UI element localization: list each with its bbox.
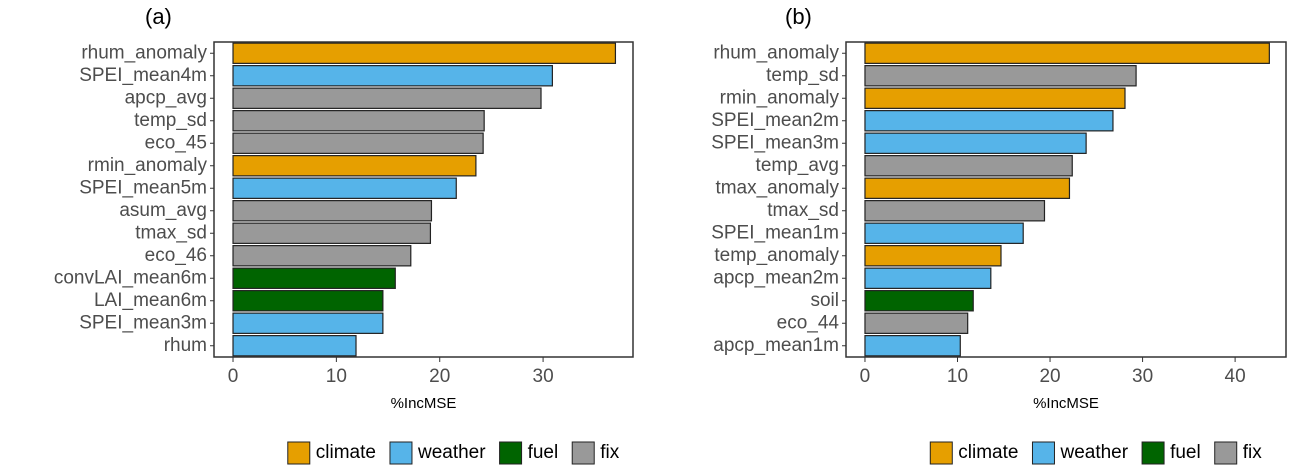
bar xyxy=(864,245,1002,267)
legend-swatch xyxy=(571,441,595,465)
bar xyxy=(864,155,1073,177)
bar xyxy=(232,65,553,87)
legend-label: climate xyxy=(958,442,1018,463)
legend-label: fix xyxy=(600,442,620,463)
legend-swatch xyxy=(929,441,953,465)
bar xyxy=(864,87,1126,109)
x-tick-label: 10 xyxy=(947,366,968,387)
y-tick-label: rmin_anomaly xyxy=(88,155,208,176)
x-tick-label: 20 xyxy=(429,366,450,387)
x-tick-label: 0 xyxy=(860,366,871,387)
panel-title: (b) xyxy=(785,4,812,29)
legend-swatch xyxy=(499,441,523,465)
legend-label: climate xyxy=(316,442,376,463)
y-tick-label: SPEI_mean4m xyxy=(79,65,207,86)
y-tick-label: temp_avg xyxy=(756,155,839,176)
x-axis-label: %IncMSE xyxy=(391,395,457,412)
bar xyxy=(864,290,974,312)
x-tick-label: 40 xyxy=(1225,366,1246,387)
y-tick-label: apcp_avg xyxy=(125,87,207,108)
legend-label: weather xyxy=(1059,442,1128,463)
legend-label: fix xyxy=(1243,442,1263,463)
bar xyxy=(232,312,384,334)
y-tick-label: tmax_sd xyxy=(767,200,839,221)
bar xyxy=(232,335,357,357)
y-tick-label: eco_46 xyxy=(145,245,207,266)
legend-label: weather xyxy=(417,442,486,463)
bar xyxy=(232,110,485,132)
y-tick-label: soil xyxy=(810,290,839,311)
y-tick-label: rhum_anomaly xyxy=(81,42,207,63)
panel-title: (a) xyxy=(145,4,172,29)
panel-border xyxy=(845,41,1287,358)
bar xyxy=(864,222,1024,244)
bar xyxy=(232,155,477,177)
panel-border xyxy=(213,41,634,358)
y-tick-label: apcp_mean1m xyxy=(713,335,839,356)
y-tick-label: tmax_sd xyxy=(135,222,207,243)
x-tick-label: 10 xyxy=(326,366,347,387)
bar xyxy=(232,132,484,154)
y-tick-label: eco_44 xyxy=(777,312,840,333)
bar xyxy=(864,200,1046,222)
y-tick-label: eco_45 xyxy=(145,132,207,153)
legend-label: fuel xyxy=(1170,442,1201,463)
y-tick-label: SPEI_mean3m xyxy=(79,312,207,333)
y-tick-label: LAI_mean6m xyxy=(94,290,207,311)
bar xyxy=(864,42,1270,64)
y-tick-label: SPEI_mean2m xyxy=(711,110,839,131)
legend-swatch xyxy=(1141,441,1165,465)
y-tick-label: temp_sd xyxy=(766,65,839,86)
y-tick-label: rhum xyxy=(164,335,207,356)
bar xyxy=(232,42,617,64)
y-tick-label: apcp_mean2m xyxy=(713,267,839,288)
y-tick-label: SPEI_mean1m xyxy=(711,222,839,243)
x-tick-label: 30 xyxy=(1132,366,1153,387)
bar xyxy=(232,222,432,244)
y-tick-label: asum_avg xyxy=(119,200,207,221)
bar xyxy=(864,132,1087,154)
bar xyxy=(232,245,412,267)
y-tick-label: rhum_anomaly xyxy=(713,42,839,63)
bar xyxy=(864,335,961,357)
bar xyxy=(864,65,1137,87)
y-tick-label: convLAI_mean6m xyxy=(54,267,207,288)
legend-swatch xyxy=(1031,441,1055,465)
x-tick-label: 30 xyxy=(533,366,554,387)
legend-swatch xyxy=(389,441,413,465)
y-tick-label: SPEI_mean3m xyxy=(711,132,839,153)
y-tick-label: tmax_anomaly xyxy=(715,177,839,198)
bar xyxy=(232,200,433,222)
y-tick-label: rmin_anomaly xyxy=(720,87,840,108)
legend-swatch xyxy=(1214,441,1238,465)
y-tick-label: SPEI_mean5m xyxy=(79,177,207,198)
bar xyxy=(864,177,1071,199)
y-tick-label: temp_sd xyxy=(134,110,207,131)
bar xyxy=(864,110,1114,132)
bar xyxy=(864,312,969,334)
bar xyxy=(232,177,457,199)
x-tick-label: 0 xyxy=(228,366,239,387)
legend-swatch xyxy=(287,441,311,465)
y-tick-label: temp_anomaly xyxy=(714,245,839,266)
bar xyxy=(232,87,542,109)
bar xyxy=(864,267,992,289)
bar xyxy=(232,290,384,312)
bar xyxy=(232,267,396,289)
x-tick-label: 20 xyxy=(1039,366,1060,387)
x-axis-label: %IncMSE xyxy=(1033,395,1099,412)
legend-label: fuel xyxy=(528,442,559,463)
